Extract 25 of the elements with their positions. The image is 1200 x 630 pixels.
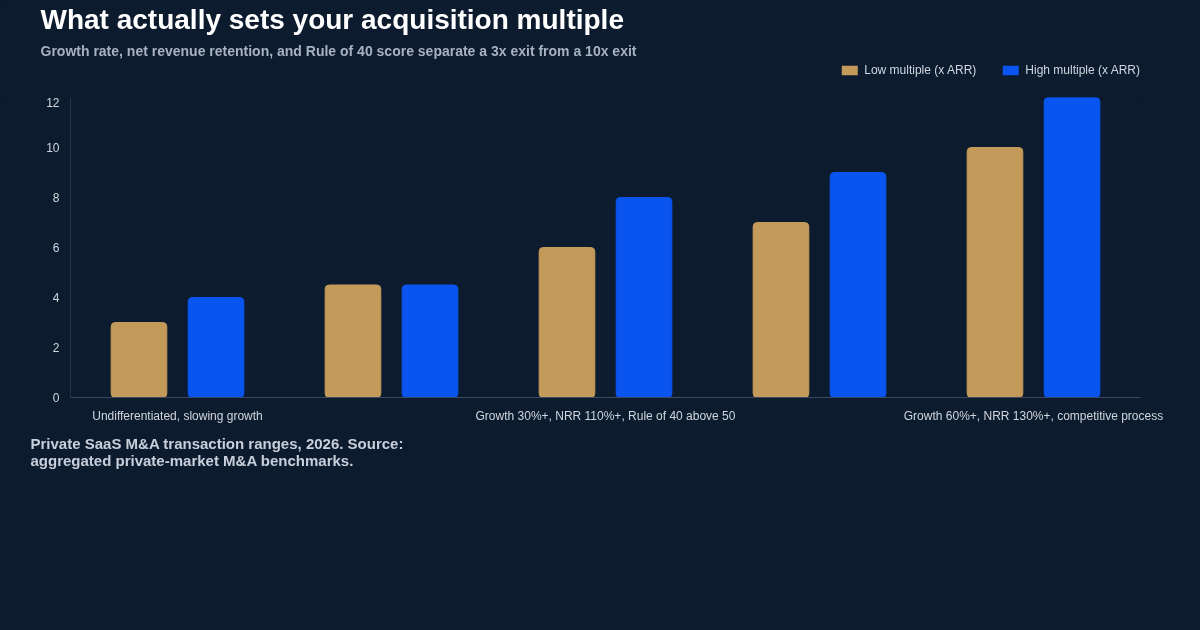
bar xyxy=(1043,97,1101,398)
y-tick-label: 8 xyxy=(52,191,60,205)
bar xyxy=(187,297,245,398)
bar xyxy=(324,284,382,398)
legend-label: High multiple (x ARR) xyxy=(1025,63,1140,77)
x-tick-label: Undifferentiated, slowing growth xyxy=(92,408,263,423)
bar xyxy=(829,172,887,398)
y-tick-label: 10 xyxy=(46,141,60,155)
x-tick-label: Growth 30%+, NRR 110%+, Rule of 40 above 50 xyxy=(475,408,736,423)
y-tick-label: 6 xyxy=(52,241,60,255)
bar xyxy=(966,147,1024,398)
bar xyxy=(110,322,168,398)
bar xyxy=(752,222,810,398)
bar xyxy=(538,247,596,398)
bar xyxy=(615,197,673,398)
bar xyxy=(401,284,459,398)
text: Private SaaS M&A transaction ranges, 2026. Source: aggregated private-market M&A benchmarks. xyxy=(30,434,404,469)
chart-subtitle: Growth rate, net revenue retention, and Rule of 40 score separate a 3x exit from a 10x exit xyxy=(40,42,637,59)
y-tick-label: 12 xyxy=(46,95,60,110)
y-tick-label: 4 xyxy=(52,291,60,305)
y-tick-label: 0 xyxy=(52,391,60,405)
legend-label: Low multiple (x ARR) xyxy=(864,63,977,77)
y-tick-label: 2 xyxy=(52,341,60,355)
x-tick-label: Growth 60%+, NRR 130%+, competitive process xyxy=(903,408,1164,423)
chart-title: What actually sets your acquisition multiple xyxy=(40,3,624,35)
